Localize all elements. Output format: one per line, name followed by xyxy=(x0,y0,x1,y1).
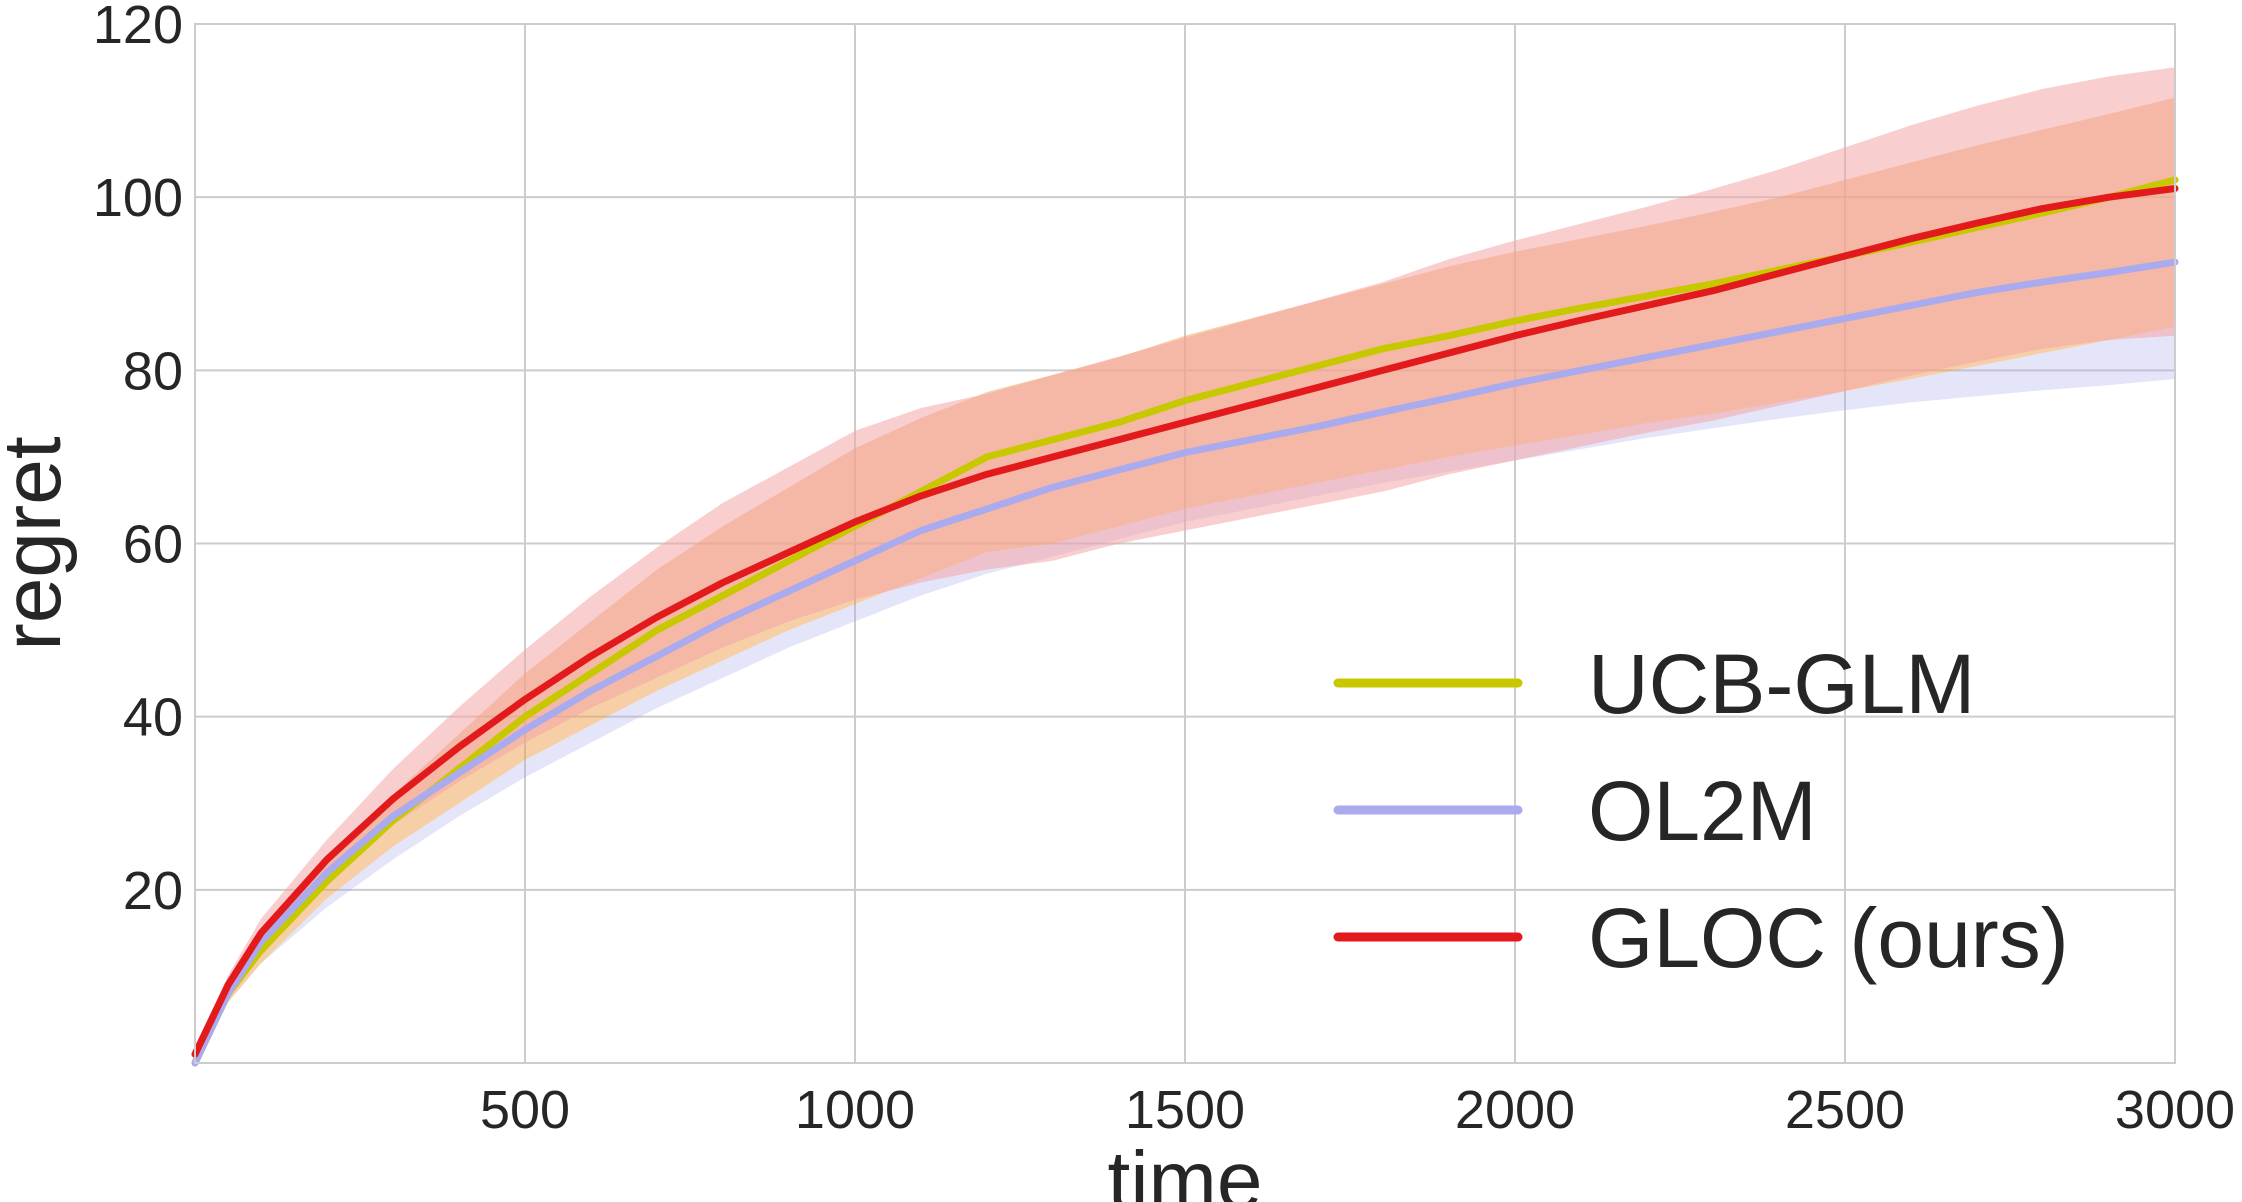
y-axis-title: regret xyxy=(0,436,78,650)
y-tick-label: 60 xyxy=(123,515,183,575)
legend-label-gloc-ours: GLOC (ours) xyxy=(1588,891,2069,985)
x-tick-label: 1000 xyxy=(795,1080,915,1140)
x-tick-label: 3000 xyxy=(2115,1080,2235,1140)
x-axis-title: time xyxy=(1108,1135,1263,1202)
tick-labels: 500 1000 1500 2000 2500 3000 20 40 60 80 100 120 xyxy=(93,0,2235,1140)
plot-frame xyxy=(194,23,2176,1064)
confidence-bands xyxy=(195,67,2175,1064)
legend: UCB-GLM OL2M GLOC (ours) xyxy=(1333,637,2069,985)
gloc-band xyxy=(195,67,2175,1055)
x-tick-label: 1500 xyxy=(1125,1080,1245,1140)
y-tick-label: 20 xyxy=(123,861,183,921)
gloc-ours-line xyxy=(191,185,2179,1058)
y-tick-label: 100 xyxy=(93,168,183,228)
y-tick-label: 120 xyxy=(93,0,183,55)
y-tick-label: 40 xyxy=(123,688,183,748)
series-lines xyxy=(191,176,2179,1067)
legend-label-ucb-glm: UCB-GLM xyxy=(1588,637,1975,731)
y-tick-label: 80 xyxy=(123,341,183,401)
ol2m-line xyxy=(191,258,2179,1067)
x-tick-label: 2500 xyxy=(1785,1080,1905,1140)
legend-label-ol2m: OL2M xyxy=(1588,764,1817,858)
x-tick-label: 500 xyxy=(480,1080,570,1140)
x-tick-label: 2000 xyxy=(1455,1080,1575,1140)
